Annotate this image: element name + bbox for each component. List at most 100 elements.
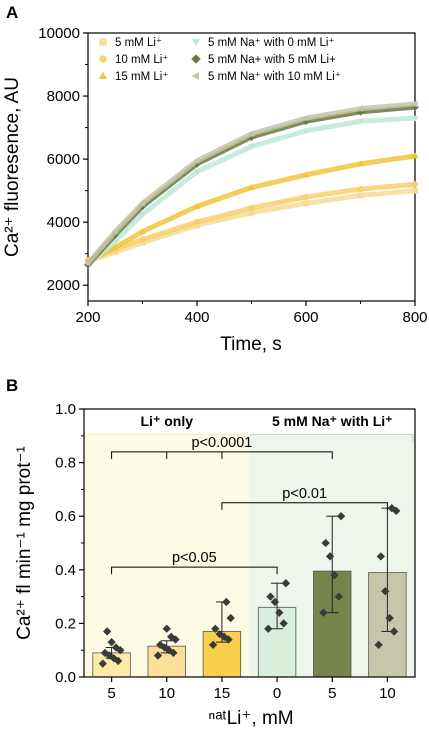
significance-bracket bbox=[221, 502, 388, 510]
data-point bbox=[193, 202, 201, 209]
data-point bbox=[411, 152, 419, 159]
group-title: 5 mM Na⁺ with Li⁺ bbox=[272, 413, 393, 429]
legend-marker bbox=[99, 55, 107, 63]
data-point bbox=[105, 651, 114, 660]
x-tick-label: 5 bbox=[107, 685, 115, 702]
bar-chart-panel-b: Li⁺ only 5 mM Na⁺ with Li⁺ p<0.0001 p<0.01… bbox=[14, 401, 416, 729]
significance-label: p<0.05 bbox=[172, 550, 217, 566]
y-tick-label: 6000 bbox=[47, 151, 80, 168]
data-point bbox=[139, 228, 146, 235]
data-point bbox=[356, 107, 365, 116]
data-point bbox=[319, 608, 328, 617]
legend-marker bbox=[99, 71, 107, 79]
data-point bbox=[111, 643, 121, 652]
series-group-a bbox=[84, 100, 419, 269]
series-trace-2 bbox=[85, 153, 418, 265]
data-point bbox=[264, 624, 273, 633]
data-point bbox=[411, 115, 419, 122]
x-tick-label: 10 bbox=[158, 685, 175, 702]
data-point bbox=[302, 114, 309, 122]
series-trace-0 bbox=[85, 188, 418, 265]
data-point bbox=[411, 100, 418, 108]
data-point bbox=[357, 192, 364, 199]
data-point bbox=[139, 236, 146, 243]
data-point bbox=[357, 186, 364, 193]
data-point bbox=[302, 171, 310, 178]
data-point bbox=[270, 597, 280, 607]
data-point bbox=[325, 552, 335, 561]
x-tick-label: 0 bbox=[273, 685, 281, 702]
data-point bbox=[138, 199, 145, 207]
data-point bbox=[155, 640, 165, 649]
data-point bbox=[412, 187, 418, 194]
group-title: Li⁺ only bbox=[141, 413, 194, 429]
y-tick-label: 0.0 bbox=[55, 669, 76, 686]
legend-marker bbox=[191, 72, 199, 80]
legend-marker bbox=[99, 38, 107, 46]
data-point bbox=[103, 627, 112, 636]
y-tick-label: 1.0 bbox=[55, 401, 76, 418]
data-point bbox=[226, 613, 235, 623]
bars-group bbox=[92, 504, 407, 678]
legend-label: 5 mM Na⁺ with 10 mM Li⁺ bbox=[208, 71, 341, 83]
series-trace-3 bbox=[85, 115, 418, 268]
y-tick-label: 0.6 bbox=[55, 508, 76, 525]
data-point bbox=[166, 632, 176, 641]
data-point bbox=[279, 619, 288, 628]
data-point bbox=[357, 160, 364, 167]
data-point bbox=[153, 651, 163, 660]
series-trace-5 bbox=[85, 101, 418, 266]
significance-label: p<0.01 bbox=[282, 486, 327, 502]
data-point bbox=[111, 243, 119, 250]
data-point bbox=[303, 200, 309, 207]
x-axis-title-a: Time, s bbox=[220, 334, 282, 355]
data-point bbox=[208, 640, 218, 649]
data-point bbox=[356, 105, 363, 112]
data-point bbox=[211, 624, 220, 633]
data-point bbox=[303, 193, 309, 200]
y-tick-label: 10000 bbox=[38, 25, 80, 42]
data-point bbox=[275, 608, 284, 617]
data-point bbox=[357, 118, 364, 125]
data-point bbox=[139, 211, 146, 218]
data-point bbox=[302, 117, 310, 126]
data-point bbox=[193, 157, 200, 164]
legend-marker bbox=[191, 54, 201, 64]
data-point bbox=[215, 629, 224, 639]
y-tick-label: 8000 bbox=[47, 88, 80, 105]
data-point bbox=[336, 512, 346, 521]
line-chart-panel-a: 200 400 600 800 2000 4000 6000 8000 10000 5 mM L… bbox=[2, 25, 428, 355]
data-point bbox=[248, 144, 255, 151]
data-point bbox=[412, 181, 418, 188]
panel-b-letter: B bbox=[6, 376, 18, 395]
legend-marker bbox=[192, 39, 200, 47]
legend-label: 5 mM Na⁺ with 0 mM Li⁺ bbox=[208, 37, 335, 49]
data-point bbox=[248, 183, 255, 190]
data-point bbox=[387, 504, 396, 513]
data-point bbox=[100, 648, 110, 658]
data-point bbox=[374, 640, 383, 649]
data-point bbox=[222, 597, 231, 607]
y-axis-title-a: Ca²⁺ fluoresence, AU bbox=[2, 77, 23, 257]
x-tick-label: 200 bbox=[75, 309, 100, 326]
data-point bbox=[389, 627, 399, 636]
data-point bbox=[107, 638, 116, 647]
x-tick-label: 10 bbox=[379, 685, 396, 702]
data-point bbox=[385, 613, 394, 623]
data-point bbox=[330, 571, 339, 580]
data-point bbox=[266, 592, 275, 601]
legend-label: 15 mM Li⁺ bbox=[115, 71, 168, 83]
data-point bbox=[111, 228, 118, 235]
data-point bbox=[411, 103, 419, 111]
x-tick-label: 800 bbox=[402, 309, 427, 326]
data-point bbox=[98, 659, 107, 668]
y-axis-title-b: Ca²⁺ fl min⁻¹ mg prot⁻¹ bbox=[14, 446, 35, 640]
plot-area-a bbox=[87, 32, 416, 302]
legend-label: 5 mM Li⁺ bbox=[115, 37, 162, 49]
axes-a: 200 400 600 800 2000 4000 6000 8000 10000 bbox=[38, 25, 427, 326]
data-point bbox=[248, 209, 255, 216]
data-point bbox=[281, 579, 291, 588]
group-backgrounds: Li⁺ only 5 mM Na⁺ with Li⁺ bbox=[84, 413, 415, 677]
panel-a-letter: A bbox=[6, 3, 18, 22]
